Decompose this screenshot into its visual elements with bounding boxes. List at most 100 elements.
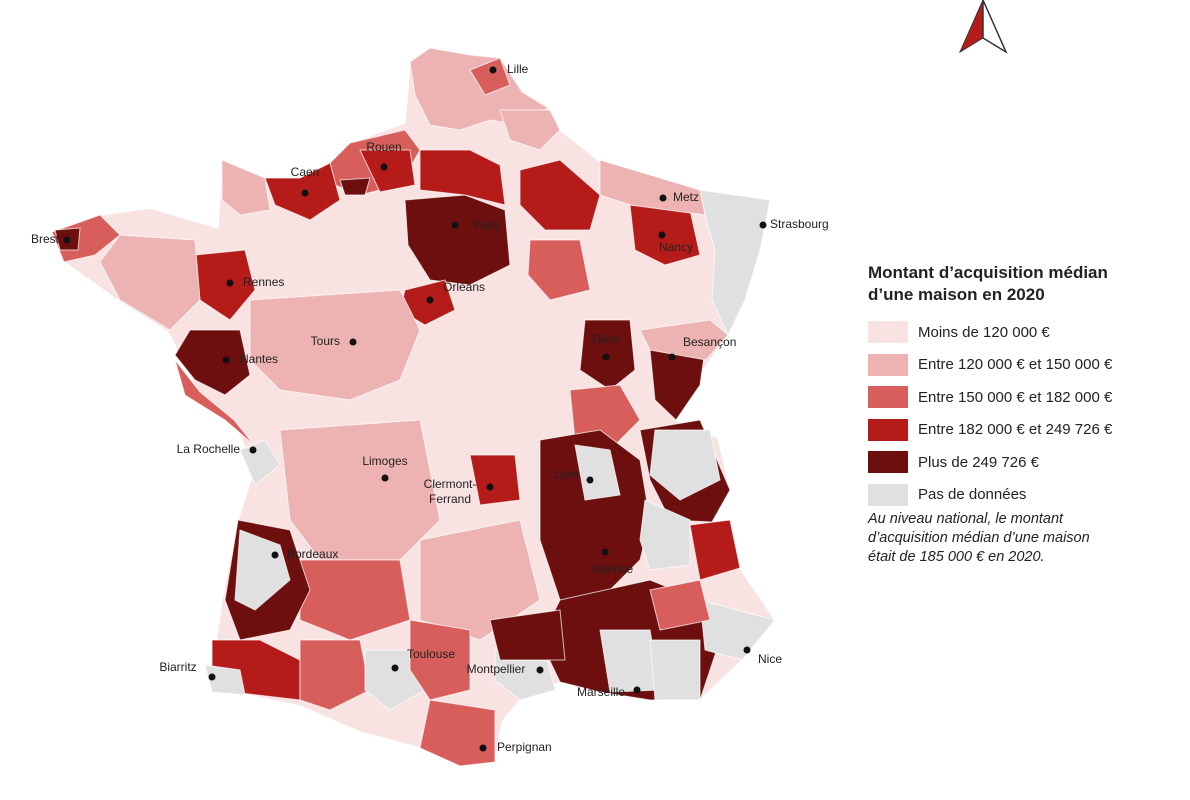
city-label: Besançon [683, 335, 736, 349]
region [404, 194, 511, 286]
city-dot [633, 686, 641, 694]
city-label: Dijon [592, 332, 619, 346]
city-label: Nantes [240, 352, 278, 366]
legend-item: Entre 182 000 € et 249 726 € [868, 414, 1168, 447]
region [489, 609, 566, 661]
city-dot [271, 551, 279, 559]
region [499, 109, 561, 151]
city-label: Perpignan [497, 740, 552, 754]
region [221, 159, 271, 216]
region [527, 239, 591, 301]
legend-label: Plus de 249 726 € [918, 453, 1039, 471]
region [519, 159, 601, 231]
city-dot [208, 673, 216, 681]
city-dot [479, 744, 487, 752]
legend-label: Entre 120 000 € et 150 000 € [918, 356, 1113, 374]
city-dot [226, 279, 234, 287]
legend-swatch [868, 353, 908, 376]
region [249, 289, 421, 401]
city-label: Rouen [366, 140, 401, 154]
legend-label: Moins de 120 000 € [918, 323, 1050, 341]
region [649, 639, 701, 701]
city-label: Metz [673, 190, 699, 204]
legend-item: Plus de 249 726 € [868, 446, 1168, 479]
legend-title-line: d’une maison en 2020 [868, 285, 1045, 304]
region [279, 419, 441, 561]
region [99, 234, 201, 331]
region [469, 57, 511, 96]
legend-label: Pas de données [918, 486, 1027, 504]
region [359, 149, 416, 193]
region [469, 454, 521, 506]
region [639, 499, 691, 571]
city-dot [451, 221, 459, 229]
city-dot [601, 548, 609, 556]
city-label: Caen [291, 165, 320, 179]
city-dot [249, 446, 257, 454]
city-label: Tours [311, 334, 340, 348]
legend-item: Entre 150 000 € et 182 000 € [868, 381, 1168, 414]
region [299, 639, 371, 711]
city-label: Valence [591, 562, 634, 576]
city-label: Montpellier [467, 662, 526, 676]
city-label: Lille [507, 62, 529, 76]
legend-label: Entre 182 000 € et 249 726 € [918, 421, 1113, 439]
city-dot [381, 474, 389, 482]
region [649, 579, 711, 631]
city-dot [743, 646, 751, 654]
city-label: Ferrand [429, 492, 471, 506]
legend-swatch [868, 418, 908, 441]
legend: Montant d’acquisition médian d’une maiso… [868, 262, 1168, 511]
city-label: Brest [31, 232, 60, 246]
city-dot [668, 353, 676, 361]
region [574, 444, 621, 501]
city-label: Lyon [553, 467, 579, 481]
city-label: Limoges [362, 454, 407, 468]
city-label: Rennes [243, 275, 284, 289]
city-label: Biarritz [159, 660, 196, 674]
city-dot [659, 194, 667, 202]
legend-title: Montant d’acquisition médian d’une maiso… [868, 262, 1168, 306]
city-dot [489, 66, 497, 74]
city-label: Strasbourg [770, 217, 829, 231]
region [689, 519, 741, 581]
legend-title-line: Montant d’acquisition médian [868, 263, 1108, 282]
legend-swatch [868, 386, 908, 409]
legend-item: Pas de données [868, 479, 1168, 512]
region [174, 329, 251, 396]
city-label: La Rochelle [177, 442, 241, 456]
region [234, 529, 291, 611]
region [599, 629, 661, 693]
city-dot [586, 476, 594, 484]
city-label: Nice [758, 652, 782, 666]
city-label: Bordeaux [287, 547, 338, 561]
region [639, 319, 729, 361]
city-dot [222, 356, 230, 364]
city-dot [380, 163, 388, 171]
north-arrow [958, 0, 1008, 54]
legend-swatch [868, 483, 908, 506]
region [204, 664, 246, 696]
region [599, 159, 706, 216]
city-dot [658, 231, 666, 239]
region [409, 619, 471, 701]
region [649, 429, 721, 501]
city-dot [63, 236, 71, 244]
city-label: Clermont- [424, 477, 477, 491]
region [339, 177, 371, 196]
city-label: Nancy [659, 240, 693, 254]
city-dot [391, 664, 399, 672]
city-dot [536, 666, 544, 674]
legend-swatch [868, 451, 908, 474]
city-dot [486, 483, 494, 491]
legend-label: Entre 150 000 € et 182 000 € [918, 388, 1113, 406]
city-dot [349, 338, 357, 346]
region [699, 599, 776, 661]
city-dot [426, 296, 434, 304]
region [419, 699, 496, 767]
city-label: Toulouse [407, 647, 455, 661]
city-label: Marseille [577, 685, 625, 699]
city-label: Orléans [443, 280, 485, 294]
